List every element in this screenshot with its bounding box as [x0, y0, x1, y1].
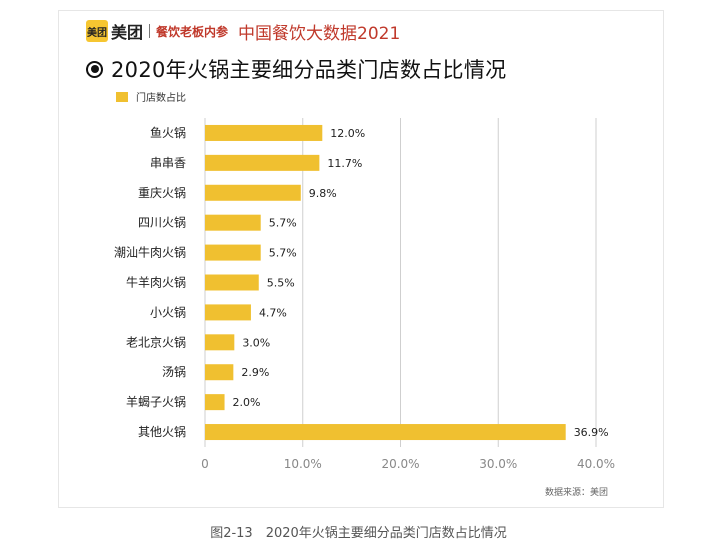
bar: [205, 184, 301, 201]
figure-caption: 图2-13 2020年火锅主要细分品类门店数占比情况: [210, 526, 507, 541]
brand-subtitle: 餐饮老板内参: [156, 24, 229, 39]
report-title: 中国餐饮大数据2021: [238, 23, 401, 44]
category-label: 小火锅: [150, 304, 186, 319]
source-note: 数据来源：美团: [545, 488, 609, 498]
meituan-logo-icon: 美团: [86, 20, 108, 42]
bar: [205, 334, 235, 351]
legend-swatch: [116, 91, 128, 102]
bar: [205, 304, 251, 321]
data-label: 9.8%: [309, 187, 337, 200]
data-label: 36.9%: [574, 426, 609, 439]
x-tick-label: 0: [201, 457, 209, 471]
category-label: 汤锅: [162, 364, 186, 379]
category-label: 四川火锅: [138, 215, 186, 230]
bar: [205, 244, 261, 261]
bar: [205, 274, 259, 291]
category-label: 其他火锅: [138, 424, 186, 439]
data-label: 5.7%: [269, 247, 297, 260]
data-label: 2.0%: [233, 396, 261, 409]
bar: [205, 214, 261, 231]
data-label: 2.9%: [241, 366, 269, 379]
x-tick-label: 10.0%: [284, 457, 322, 471]
category-label: 重庆火锅: [138, 185, 186, 200]
bar: [205, 124, 323, 141]
data-label: 4.7%: [259, 306, 287, 319]
category-label: 潮汕牛肉火锅: [114, 245, 186, 260]
category-label: 牛羊肉火锅: [126, 275, 186, 290]
category-label: 老北京火锅: [126, 334, 186, 349]
x-tick-label: 40.0%: [577, 457, 615, 471]
data-label: 5.7%: [269, 217, 297, 230]
category-label: 鱼火锅: [150, 125, 186, 140]
bar: [205, 154, 320, 171]
data-label: 5.5%: [267, 277, 295, 290]
x-tick-label: 30.0%: [479, 457, 517, 471]
bar: [205, 394, 225, 411]
data-label: 11.7%: [327, 157, 362, 170]
data-label: 3.0%: [242, 336, 270, 349]
legend: 门店数占比: [116, 89, 186, 104]
category-label: 羊蝎子火锅: [126, 394, 186, 409]
brand-header: 美团 美团 餐饮老板内参 中国餐饮大数据2021: [86, 20, 401, 44]
brand-name: 美团: [111, 23, 144, 42]
bar: [205, 424, 566, 441]
category-label: 串串香: [150, 156, 186, 170]
bar: [205, 364, 234, 381]
chart-title: 2020年火锅主要细分品类门店数占比情况: [111, 58, 507, 82]
target-bullet-icon: [86, 60, 103, 78]
legend-label: 门店数占比: [136, 93, 186, 104]
x-tick-label: 20.0%: [381, 457, 419, 471]
chart-title-row: 2020年火锅主要细分品类门店数占比情况: [86, 55, 506, 83]
data-label: 12.0%: [330, 127, 365, 140]
brand-divider: [149, 24, 151, 38]
